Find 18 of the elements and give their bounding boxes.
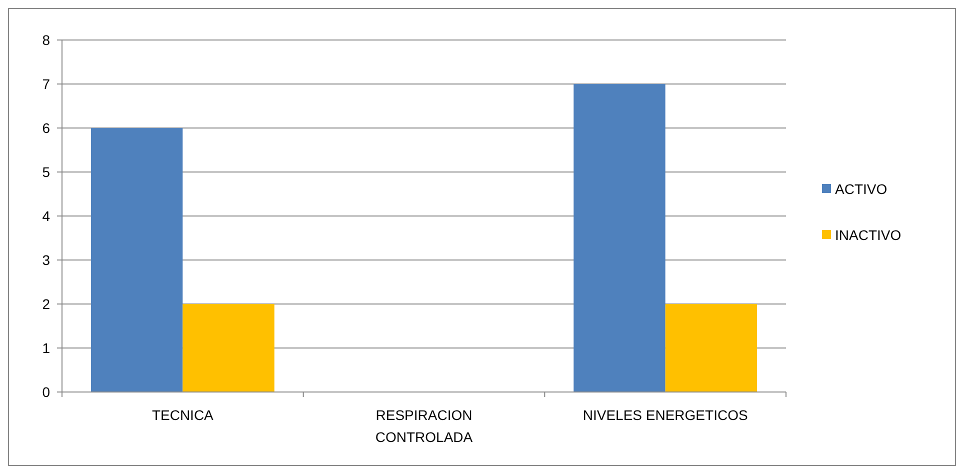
y-tick-label: 7: [42, 76, 50, 92]
legend-label: ACTIVO: [835, 180, 888, 197]
x-tick-label: RESPIRACION CONTROLADA: [375, 407, 474, 445]
y-tick-label: 6: [42, 120, 50, 136]
x-tick-label: TECNICA: [152, 407, 214, 423]
bar: [90, 128, 183, 392]
x-tick-label: NIVELES ENERGETICOS: [582, 407, 748, 423]
y-tick-label: 4: [42, 208, 50, 224]
y-tick-label: 8: [42, 32, 50, 48]
bar: [182, 304, 274, 392]
y-tick-label: 3: [42, 252, 50, 268]
y-tick-label: 0: [42, 384, 50, 400]
y-tick-label: 5: [42, 164, 50, 180]
bar: [665, 304, 758, 392]
legend-label: INACTIVO: [835, 226, 902, 243]
y-tick-label: 1: [42, 340, 50, 356]
bar: [574, 84, 666, 392]
y-tick-label: 2: [42, 296, 50, 312]
